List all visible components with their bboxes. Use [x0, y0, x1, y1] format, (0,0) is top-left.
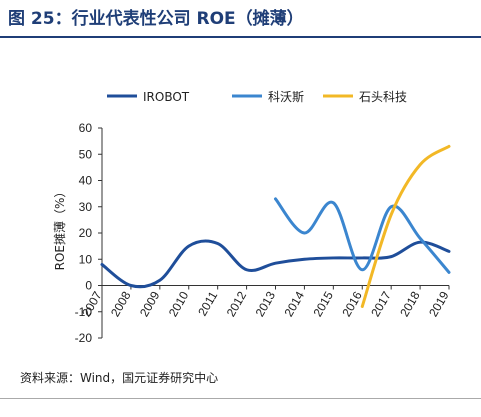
- y-tick-label: -10: [75, 305, 93, 319]
- series-line-2: [360, 144, 451, 308]
- legend-label: IROBOT: [143, 90, 190, 104]
- y-tick-label: 40: [79, 174, 93, 188]
- series-line-1: [274, 197, 451, 274]
- y-tick-label: -20: [75, 331, 93, 345]
- x-tick-label: 2019: [426, 289, 452, 319]
- y-tick-label: 60: [79, 121, 93, 135]
- x-tick-label: 2017: [368, 289, 394, 319]
- x-tick-label: 2012: [224, 289, 250, 319]
- figure-title: 图 25：行业代表性公司 ROE（摊薄）: [8, 9, 304, 29]
- x-tick-label: 2007: [79, 289, 105, 319]
- title-divider: [0, 36, 481, 38]
- y-tick-label: 0: [85, 279, 92, 293]
- series-line-0: [100, 239, 451, 289]
- x-tick-label: 2011: [195, 289, 220, 319]
- x-tick-label: 2016: [339, 289, 365, 319]
- y-tick-label: 50: [79, 147, 93, 161]
- y-axis-title: ROE摊薄（%）: [52, 186, 67, 271]
- x-tick-label: 2009: [137, 289, 163, 319]
- legend-label: 石头科技: [359, 90, 407, 104]
- bottom-divider: [0, 398, 481, 399]
- y-tick-label: 20: [79, 226, 93, 240]
- y-tick-label: 10: [79, 252, 93, 266]
- source-note: 资料来源：Wind，国元证券研究中心: [20, 371, 219, 385]
- x-tick-label: 2018: [397, 289, 423, 319]
- x-tick-label: 2010: [166, 289, 192, 319]
- x-tick-label: 2013: [253, 289, 279, 319]
- y-tick-label: 30: [79, 200, 93, 214]
- x-tick-label: 2015: [310, 289, 336, 319]
- legend-label: 科沃斯: [268, 90, 304, 104]
- x-tick-label: 2014: [282, 289, 308, 319]
- x-tick-label: 2008: [108, 289, 134, 319]
